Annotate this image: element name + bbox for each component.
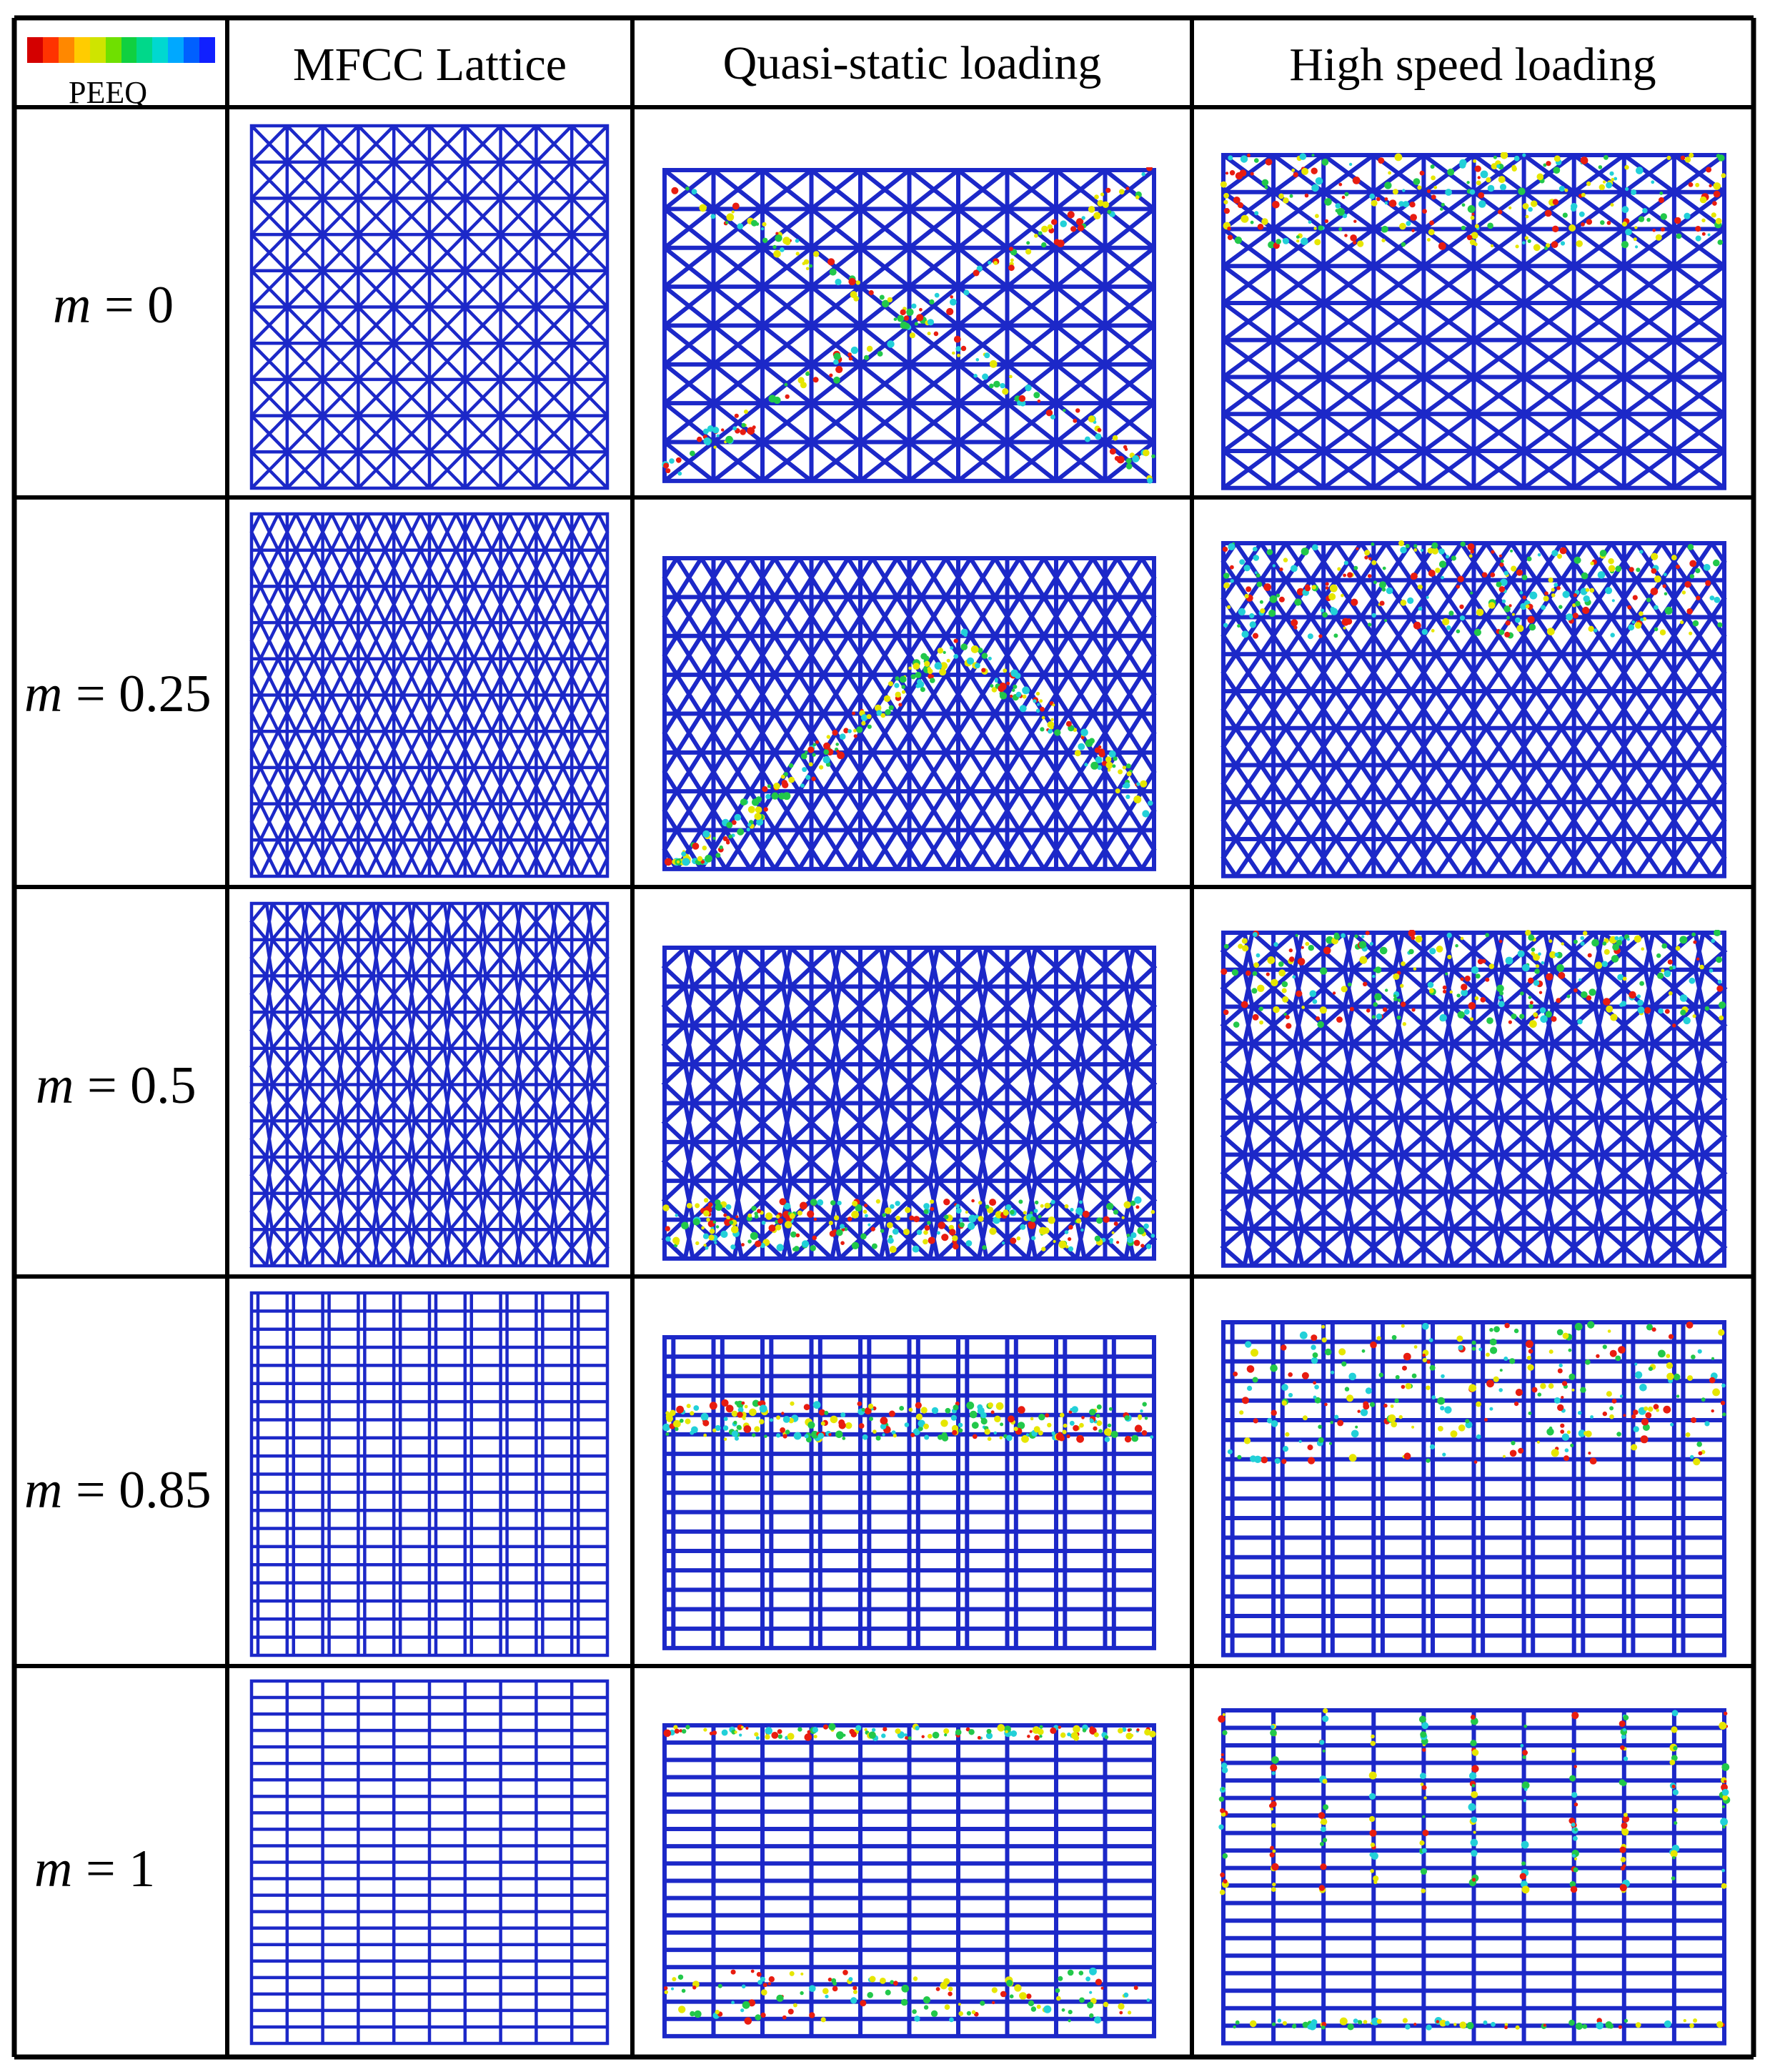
lattice-struts (662, 1722, 1156, 2038)
row-label-m-0-25: m = 0.25 (24, 665, 212, 723)
header-mfcc-lattice: MFCC Lattice (292, 39, 567, 91)
deformed-lattice-geometry (1220, 931, 1728, 1268)
peeq-color-scale (27, 37, 216, 63)
color-scale-step (89, 37, 106, 63)
strain-hotspots (1220, 930, 1726, 1029)
lattice-struts (249, 1291, 610, 1657)
deformed-lattice-geometry (1220, 541, 1727, 878)
undeformed-lattice-panel (249, 124, 610, 490)
strain-hotspots (1222, 540, 1723, 640)
strain-hotspots (1218, 1708, 1731, 1895)
lattice-struts (249, 124, 610, 490)
peeq-legend-label: PEEQ (69, 75, 147, 110)
deformed-lattice-geometry (662, 1334, 1156, 1650)
lattice-geometry (249, 512, 610, 878)
strain-hotspots (662, 1399, 1154, 1443)
lattice-struts (662, 555, 1157, 871)
lattice-struts (1221, 1320, 1726, 1657)
lattice-struts (249, 1679, 610, 2046)
high-speed-deformed-panel (1220, 930, 1728, 1268)
quasi-static-deformed-panel (661, 945, 1158, 1261)
color-scale-step (184, 37, 200, 63)
deformed-lattice-geometry (1221, 1320, 1726, 1657)
color-scale-step (152, 37, 169, 63)
deformed-lattice-geometry (662, 1722, 1156, 2038)
color-scale-step (136, 37, 153, 63)
deformed-lattice-geometry (1221, 153, 1726, 490)
lattice-geometry (249, 901, 610, 1268)
quasi-static-deformed-panel (662, 555, 1157, 871)
deformed-lattice-geometry (661, 945, 1158, 1261)
undeformed-lattice-panel (249, 1291, 610, 1657)
undeformed-lattice-panel (249, 901, 610, 1268)
lattice-struts (661, 945, 1158, 1261)
lattice-struts (1220, 541, 1727, 878)
lattice-geometry (249, 1291, 610, 1657)
color-scale-step (74, 37, 90, 63)
row-label-m-0: m = 0 (53, 276, 174, 334)
color-scale-step (27, 37, 43, 63)
high-speed-deformed-panel (1218, 1708, 1731, 2046)
strain-hotspots (664, 628, 1153, 866)
row-label-m-1: m = 1 (34, 1840, 156, 1898)
quasi-static-deformed-panel (662, 167, 1156, 484)
lattice-struts (249, 901, 610, 1268)
color-scale-step (199, 37, 216, 63)
lattice-struts (249, 512, 610, 878)
header-high-speed-loading: High speed loading (1289, 39, 1656, 91)
color-scale-step (168, 37, 184, 63)
strain-hotspots (1220, 152, 1726, 252)
strain-hotspots (662, 167, 1155, 484)
lattice-geometry (249, 1679, 610, 2046)
color-scale-step (105, 37, 121, 63)
strain-hotspots (662, 1196, 1155, 1253)
high-speed-deformed-panel (1221, 1320, 1726, 1657)
header-quasi-static-loading: Quasi-static loading (722, 37, 1102, 89)
strain-hotspots (1233, 2017, 1725, 2031)
strain-hotspots (1227, 1321, 1726, 1466)
row-label-m-0-85: m = 0.85 (24, 1461, 212, 1520)
quasi-static-deformed-panel (662, 1722, 1156, 2038)
row-label-m-0-5: m = 0.5 (36, 1056, 197, 1115)
high-speed-deformed-panel (1220, 540, 1727, 878)
high-speed-deformed-panel (1220, 152, 1726, 490)
deformed-lattice-geometry (662, 555, 1157, 871)
lattice-struts (662, 1334, 1156, 1650)
undeformed-lattice-panel (249, 1679, 610, 2046)
quasi-static-deformed-panel (662, 1334, 1156, 1650)
undeformed-lattice-panel (249, 512, 610, 878)
strain-hotspots (663, 1722, 1156, 2025)
lattice-struts (1220, 931, 1728, 1268)
color-scale-step (121, 37, 137, 63)
color-scale-step (42, 37, 59, 63)
color-scale-step (58, 37, 74, 63)
lattice-geometry (249, 124, 610, 490)
lattice-struts (1221, 153, 1726, 490)
